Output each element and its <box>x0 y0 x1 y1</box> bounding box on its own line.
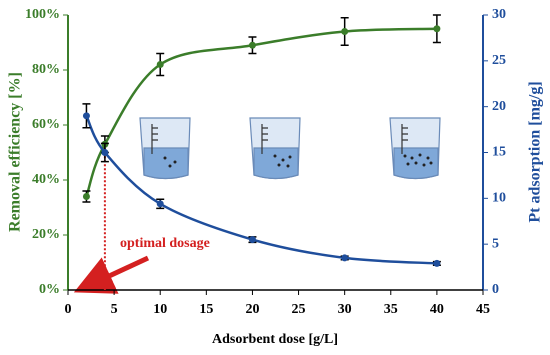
x-tick-label: 45 <box>476 302 490 317</box>
y-tick-label: 20% <box>32 227 60 242</box>
point <box>101 149 109 156</box>
y2-tick-label: 15 <box>492 145 506 160</box>
x-tick-label: 0 <box>65 302 72 317</box>
y2-tick-label: 5 <box>492 236 499 251</box>
point <box>341 254 349 262</box>
point <box>248 41 256 49</box>
annotation: optimal dosage <box>120 236 210 251</box>
point <box>248 236 256 244</box>
y-tick-label: 40% <box>32 172 60 187</box>
y-tick-label: 60% <box>32 117 60 132</box>
x-tick-label: 35 <box>384 302 398 317</box>
point <box>156 200 164 208</box>
y2-tick-label: 30 <box>492 7 506 22</box>
x-tick-label: 40 <box>430 302 444 317</box>
x-tick-label: 20 <box>245 302 259 317</box>
x-tick-label: 15 <box>199 302 213 317</box>
point <box>433 259 441 267</box>
y2-tick-label: 20 <box>492 99 506 114</box>
y-tick-label: 100% <box>25 7 60 22</box>
x-axis-label: Adsorbent dose [g/L] <box>212 332 338 347</box>
point <box>433 25 441 33</box>
y2-axis-label: Pt adsorption [mg/g] <box>527 81 544 222</box>
y-tick-label: 0% <box>39 282 60 297</box>
point <box>341 28 349 35</box>
beakers <box>139 117 441 180</box>
annotation-arrow <box>73 255 150 294</box>
x-tick-label: 30 <box>338 302 352 317</box>
point <box>156 61 164 68</box>
x-tick-label: 5 <box>111 302 118 317</box>
y2-tick-label: 0 <box>492 282 499 297</box>
y2-tick-label: 25 <box>492 53 506 68</box>
y-axis-label: Removal efficiency [%] <box>7 72 24 232</box>
y2-tick-label: 10 <box>492 191 506 206</box>
point <box>82 193 90 200</box>
y-tick-label: 80% <box>32 62 60 77</box>
point <box>82 112 90 120</box>
x-tick-label: 10 <box>153 302 167 317</box>
x-tick-label: 25 <box>292 302 306 317</box>
